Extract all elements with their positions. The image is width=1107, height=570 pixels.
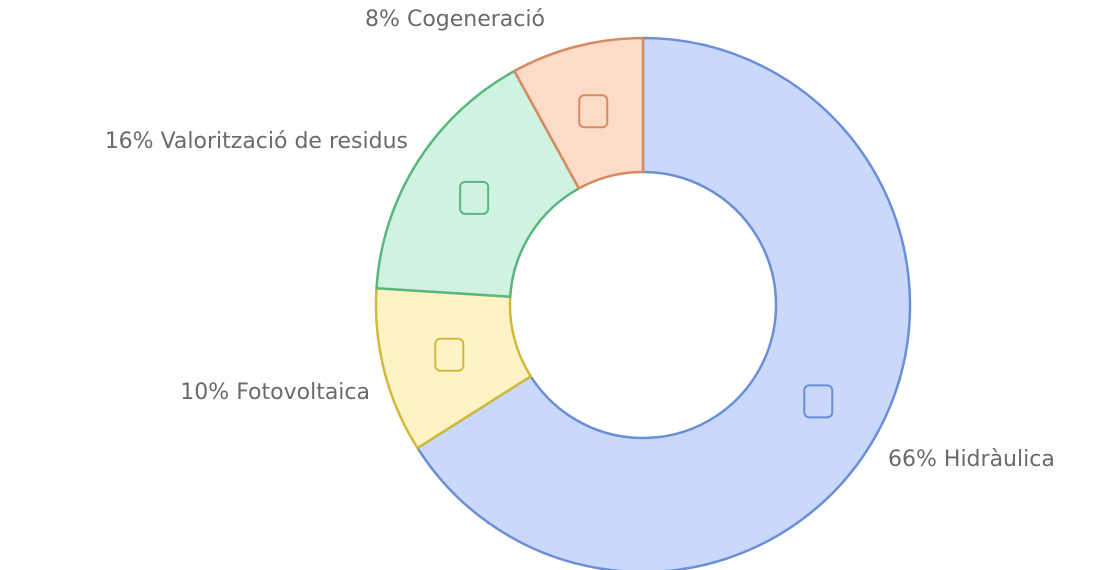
segment-name: Fotovoltaica bbox=[236, 380, 370, 405]
segment-label: 10% Fotovoltaica bbox=[180, 380, 370, 405]
segment-icon bbox=[459, 180, 490, 215]
donut-segment bbox=[375, 69, 581, 298]
segment-icon bbox=[434, 337, 465, 372]
segment-label: 8% Cogeneració bbox=[365, 7, 545, 32]
segment-name: Valorització de residus bbox=[161, 129, 408, 154]
segment-icon bbox=[578, 94, 609, 129]
segment-label: 66% Hidràulica bbox=[888, 447, 1055, 472]
segment-percent: 8% bbox=[365, 7, 400, 32]
donut-segment bbox=[416, 36, 912, 570]
segment-name: Hidràulica bbox=[944, 447, 1055, 472]
segment-percent: 16% bbox=[105, 129, 154, 154]
segment-percent: 10% bbox=[180, 380, 229, 405]
segment-icon bbox=[803, 384, 834, 419]
segment-name: Cogeneració bbox=[407, 7, 545, 32]
segment-label: 16% Valorització de residus bbox=[105, 129, 408, 154]
segment-percent: 66% bbox=[888, 447, 937, 472]
